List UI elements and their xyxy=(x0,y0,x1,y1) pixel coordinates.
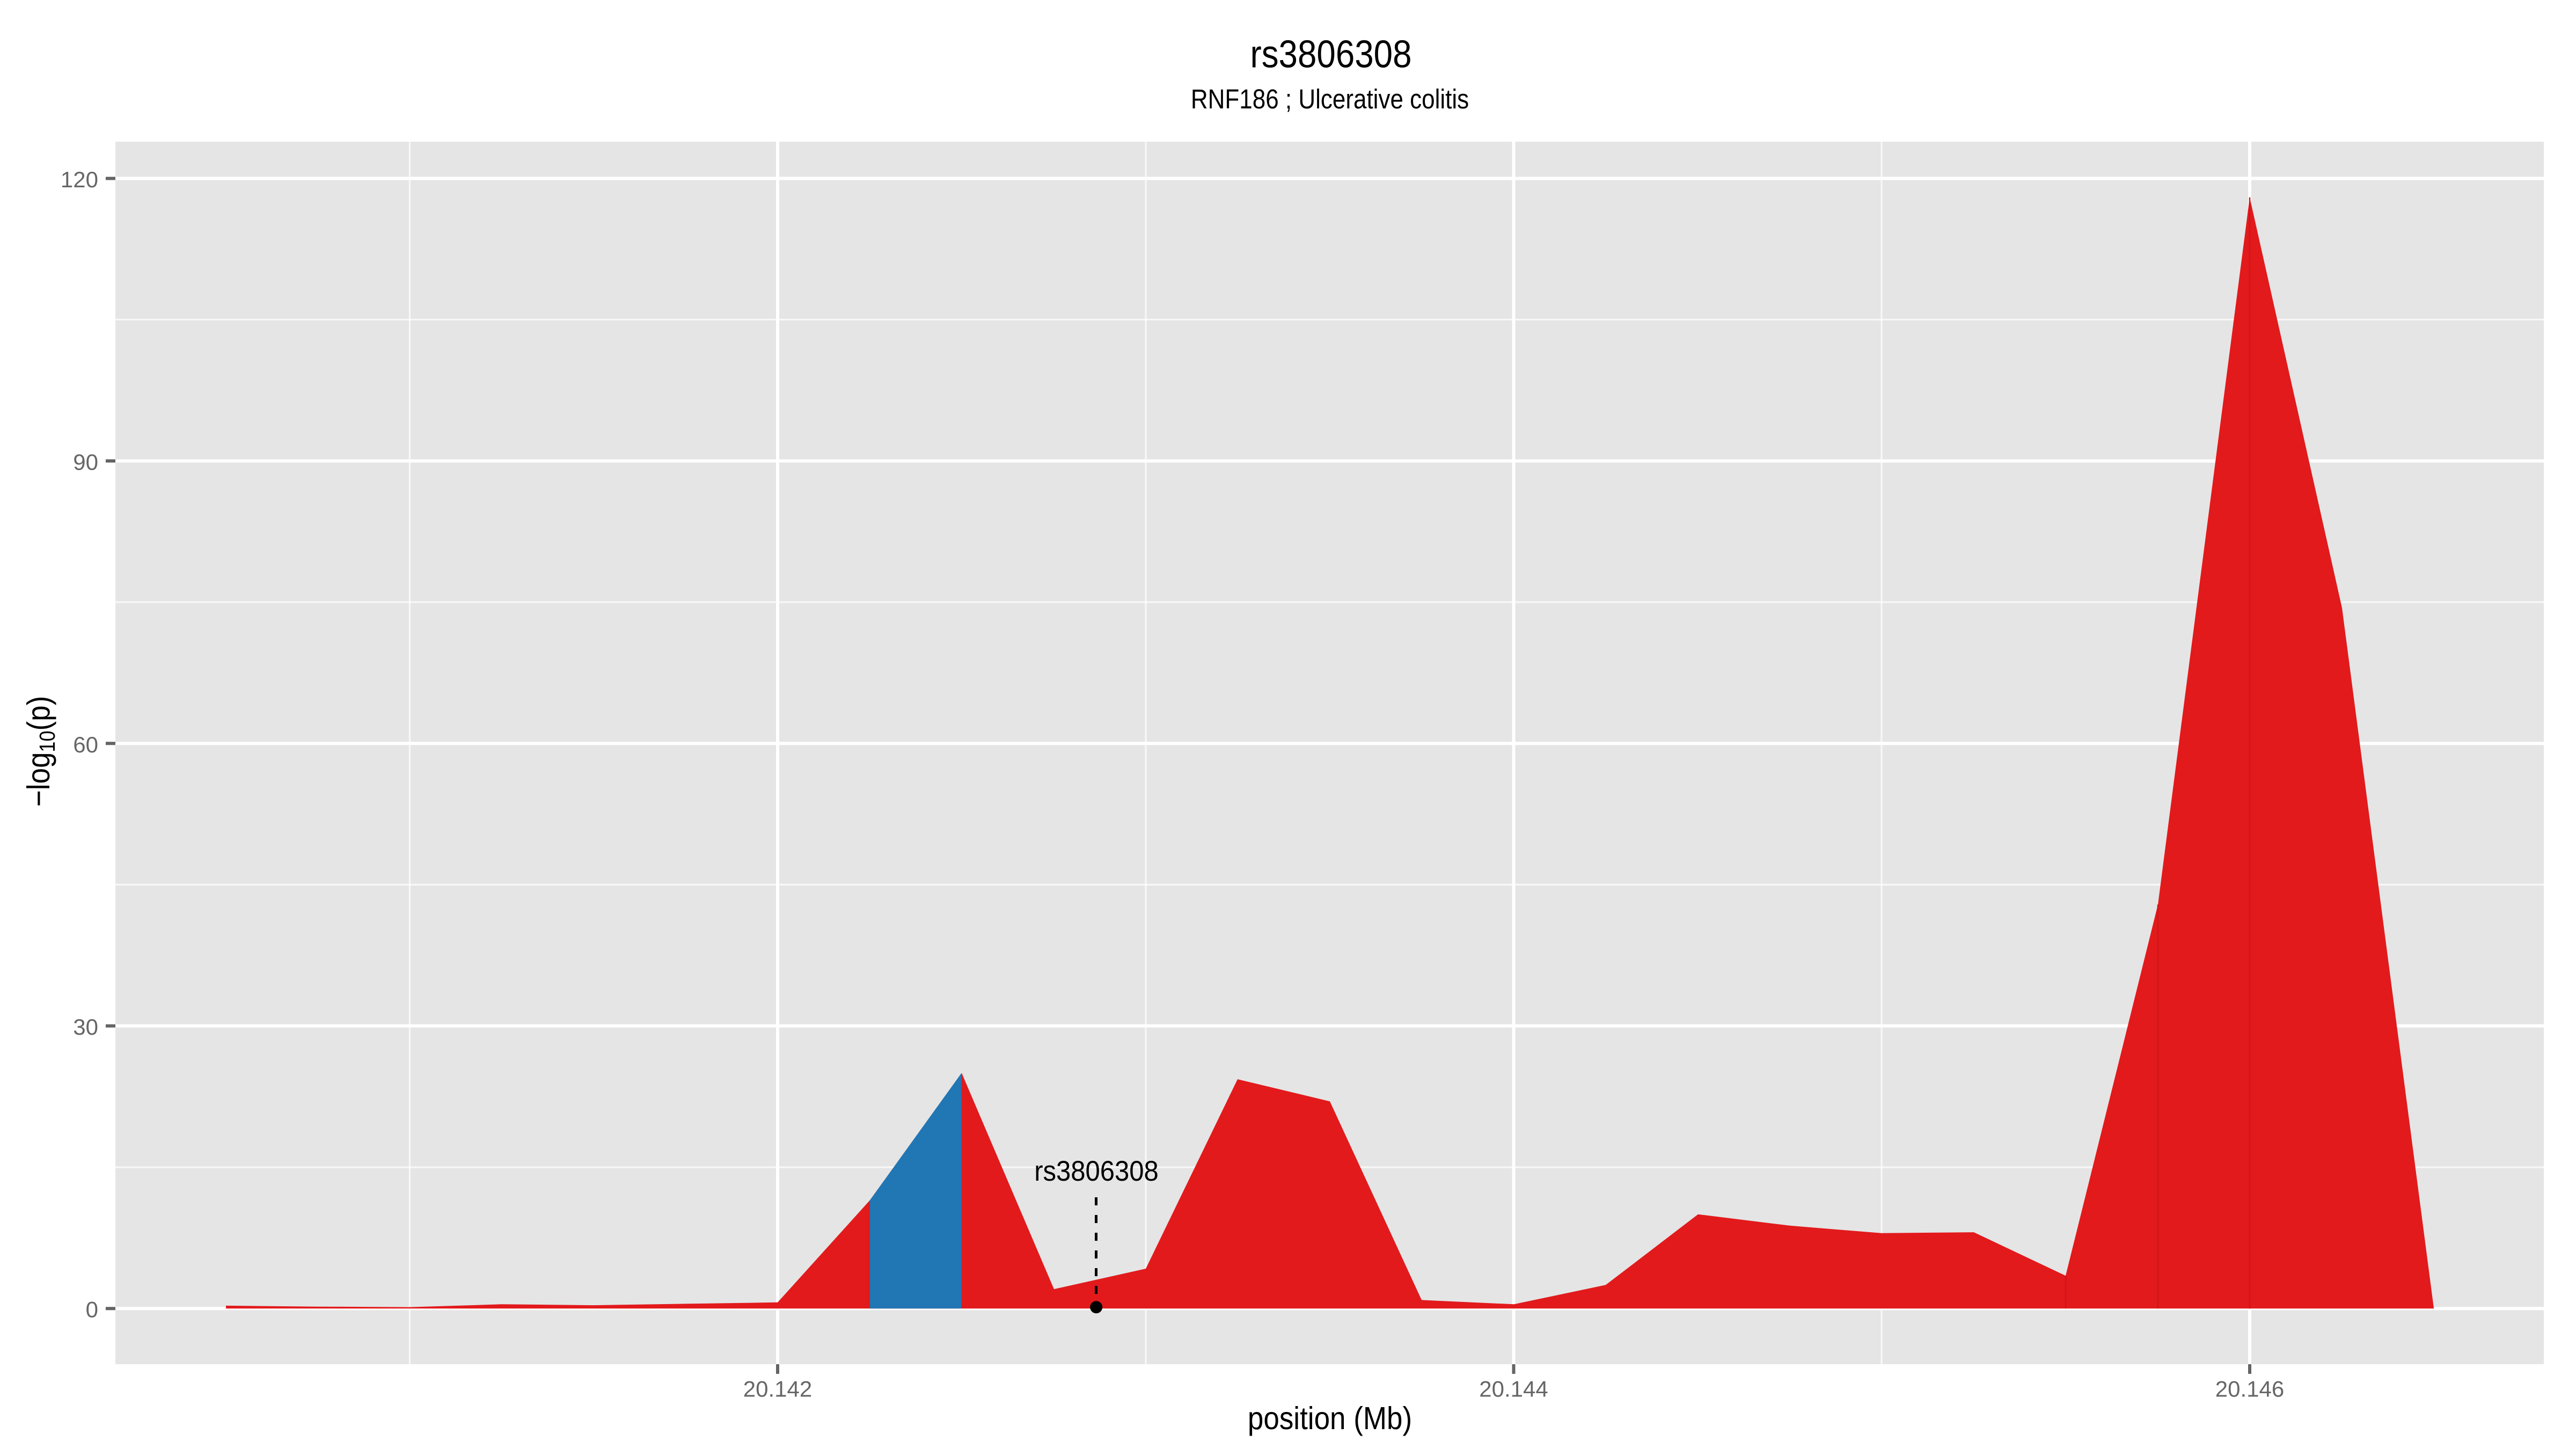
svg-text:position (Mb): position (Mb) xyxy=(1248,1400,1412,1436)
svg-text:rs3806308: rs3806308 xyxy=(1250,33,1412,76)
svg-text:90: 90 xyxy=(73,449,98,474)
svg-text:60: 60 xyxy=(73,732,98,757)
svg-text:20.144: 20.144 xyxy=(1479,1377,1548,1402)
svg-text:RNF186 ; Ulcerative colitis: RNF186 ; Ulcerative colitis xyxy=(1191,84,1469,115)
svg-text:20.146: 20.146 xyxy=(2215,1377,2284,1402)
svg-text:20.142: 20.142 xyxy=(743,1377,812,1402)
svg-text:120: 120 xyxy=(61,167,98,192)
svg-text:rs3806308: rs3806308 xyxy=(1034,1155,1159,1187)
svg-text:30: 30 xyxy=(73,1014,98,1040)
svg-text:0: 0 xyxy=(86,1297,98,1322)
